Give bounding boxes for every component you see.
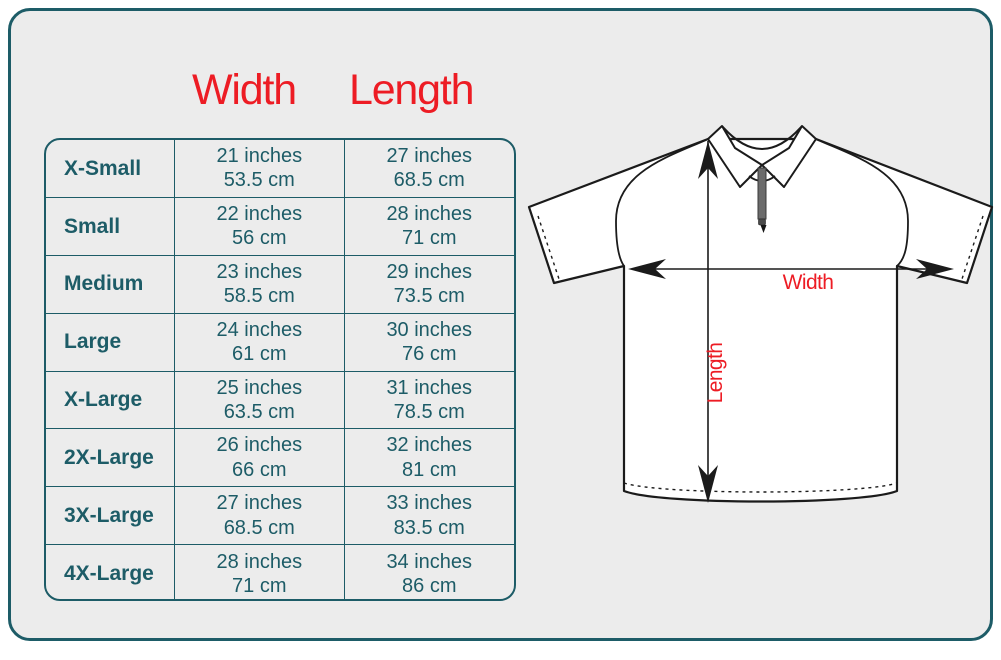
svg-text:Width: Width xyxy=(783,271,834,294)
svg-text:Length: Length xyxy=(704,343,727,404)
